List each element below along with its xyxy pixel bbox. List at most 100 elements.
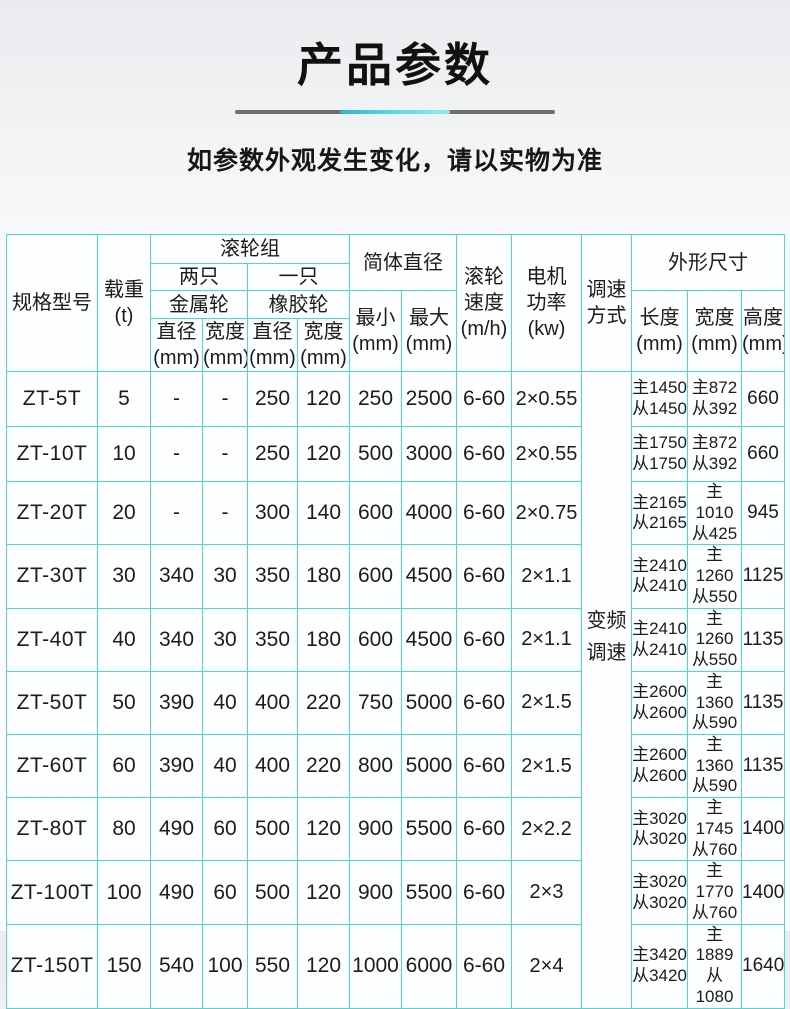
cell-width: 主1010 从425 — [687, 481, 742, 546]
cell-metal-width: - — [202, 481, 248, 546]
cell-rubber-diameter: 300 — [247, 481, 298, 546]
header-load-label: 载重 — [104, 279, 144, 302]
cell-min-diameter: 800 — [349, 733, 402, 799]
header-min-label: 最小 — [355, 307, 396, 330]
cell-rubber-diameter: 500 — [247, 797, 298, 862]
cell-rubber-width: 180 — [297, 544, 350, 609]
cell-rubber-width: 120 — [297, 797, 350, 862]
header-min: 最小 (mm) — [349, 290, 402, 373]
cell-length: 主2165 从2165 — [631, 481, 688, 546]
cell-motor-power: 2×0.55 — [511, 426, 582, 483]
cell-load: 60 — [97, 733, 151, 799]
cell-max-diameter: 4500 — [401, 607, 457, 672]
cell-metal-width: 100 — [202, 923, 248, 1009]
cell-max-diameter: 4500 — [401, 544, 457, 609]
header-speed-mode: 调速 方式 — [581, 234, 632, 373]
header-speed-mode-l1: 调速 — [586, 279, 627, 302]
cell-metal-diameter: 490 — [150, 797, 203, 862]
cell-roller-speed: 6-60 — [456, 797, 512, 862]
page-title: 产品参数 — [297, 39, 493, 91]
cell-min-diameter: 750 — [349, 670, 402, 736]
cell-load: 10 — [97, 426, 151, 483]
spec-table-wrap: 规格型号 载重 (t) 滚轮组 简体直径 滚轮 速度 (m/h) 电机 功率 (… — [6, 234, 785, 1009]
header-speed-mode-l2: 方式 — [586, 305, 627, 328]
header-rubber-diameter-label: 直径 — [252, 321, 293, 344]
cell-motor-power: 2×1.5 — [511, 733, 582, 799]
cell-max-diameter: 5000 — [401, 670, 457, 736]
cell-metal-width: 30 — [202, 607, 248, 672]
header-max-unit: (mm) — [405, 333, 453, 356]
page-subtitle: 如参数外观发生变化，请以实物为准 — [186, 147, 603, 176]
cell-roller-speed: 6-60 — [456, 860, 512, 925]
spec-table: 规格型号 载重 (t) 滚轮组 简体直径 滚轮 速度 (m/h) 电机 功率 (… — [6, 234, 785, 1009]
header-metal-diameter-label: 直径 — [156, 321, 197, 344]
cell-width-slave: 从590 — [691, 776, 738, 796]
cell-length-slave: 从2600 — [632, 766, 687, 786]
hero-section: 产品参数 如参数外观发生变化，请以实物为准 — [0, 0, 790, 177]
cell-length-slave: 从2600 — [632, 702, 687, 722]
cell-motor-power: 2×1.5 — [511, 670, 582, 736]
cell-rubber-width: 140 — [297, 481, 350, 546]
speed-mode-value-l1: 变频 — [586, 610, 627, 633]
cell-rubber-diameter: 250 — [247, 426, 298, 483]
cell-motor-power: 2×0.75 — [511, 481, 582, 546]
header-length-label: 长度 — [639, 307, 680, 330]
header-max-label: 最大 — [409, 307, 449, 330]
cell-max-diameter: 6000 — [401, 923, 457, 1009]
table-row: ZT-50T 50 390 40 400 220 750 5000 6-60 2… — [6, 670, 785, 736]
header-two-wheels: 两只 — [150, 263, 248, 292]
cell-width: 主872 从392 — [687, 371, 742, 428]
table-row: ZT-20T 20 - - 300 140 600 4000 6-60 2×0.… — [6, 481, 785, 546]
cell-width-slave: 从392 — [691, 399, 738, 419]
cell-max-diameter: 5000 — [401, 733, 457, 799]
cell-metal-width: 40 — [202, 733, 248, 799]
cell-max-diameter: 5500 — [401, 860, 457, 925]
cell-length-main: 主3020 — [632, 808, 687, 828]
cell-metal-width: - — [202, 371, 248, 428]
cell-roller-speed: 6-60 — [456, 544, 512, 609]
cell-width-slave: 从760 — [691, 839, 738, 859]
cell-model: ZT-20T — [6, 481, 98, 546]
cell-metal-diameter: - — [150, 426, 203, 483]
cell-height: 1135 — [741, 670, 785, 736]
header-roller-speed-l2: 速度 — [464, 292, 504, 315]
header-rubber-width: 宽度 (mm) — [297, 318, 350, 373]
cell-length: 主3020 从3020 — [631, 860, 688, 925]
cell-length-main: 主2410 — [632, 555, 687, 575]
header-width-unit: (mm) — [691, 333, 738, 356]
header-motor-power: 电机 功率 (kw) — [511, 234, 582, 373]
header-roller-speed-unit: (m/h) — [460, 318, 508, 341]
cell-height: 1135 — [741, 607, 785, 672]
header-metal-wheel: 金属轮 — [150, 290, 248, 320]
cell-width-main: 主1360 — [695, 735, 734, 775]
cell-length-main: 主2165 — [632, 492, 687, 512]
header-motor-power-unit: (kw) — [527, 318, 566, 341]
cell-metal-width: 60 — [202, 860, 248, 925]
header-width-label: 宽度 — [694, 307, 735, 330]
header-metal-diameter: 直径 (mm) — [150, 318, 203, 373]
cell-model: ZT-40T — [6, 607, 98, 672]
cell-load: 50 — [97, 670, 151, 736]
cell-roller-speed: 6-60 — [456, 481, 512, 546]
cell-length: 主3420 从3420 — [631, 923, 688, 1009]
cell-model: ZT-50T — [6, 670, 98, 736]
header-spec-model: 规格型号 — [6, 234, 98, 373]
cell-width-main: 主1360 — [695, 671, 734, 712]
header-row-2: 两只 一只 — [7, 263, 785, 292]
header-height: 高度 (mm) — [741, 290, 785, 373]
header-rubber-width-unit: (mm) — [300, 347, 347, 370]
cell-min-diameter: 1000 — [349, 923, 402, 1009]
header-length-unit: (mm) — [636, 333, 683, 356]
cell-rubber-width: 220 — [297, 670, 350, 736]
speed-mode-cell: 变频 调速 — [581, 371, 632, 1009]
cell-length: 主1750 从1750 — [631, 426, 688, 483]
cell-length-slave: 从3020 — [632, 892, 687, 912]
cell-height: 1400 — [741, 797, 785, 862]
cell-length-main: 主1450 — [632, 378, 687, 398]
cell-model: ZT-5T — [6, 371, 98, 428]
cell-load: 80 — [97, 797, 151, 862]
cell-model: ZT-100T — [6, 860, 98, 925]
table-row: ZT-10T 10 - - 250 120 500 3000 6-60 2×0.… — [6, 426, 785, 483]
cell-height: 1400 — [741, 860, 785, 925]
cell-roller-speed: 6-60 — [456, 371, 512, 428]
